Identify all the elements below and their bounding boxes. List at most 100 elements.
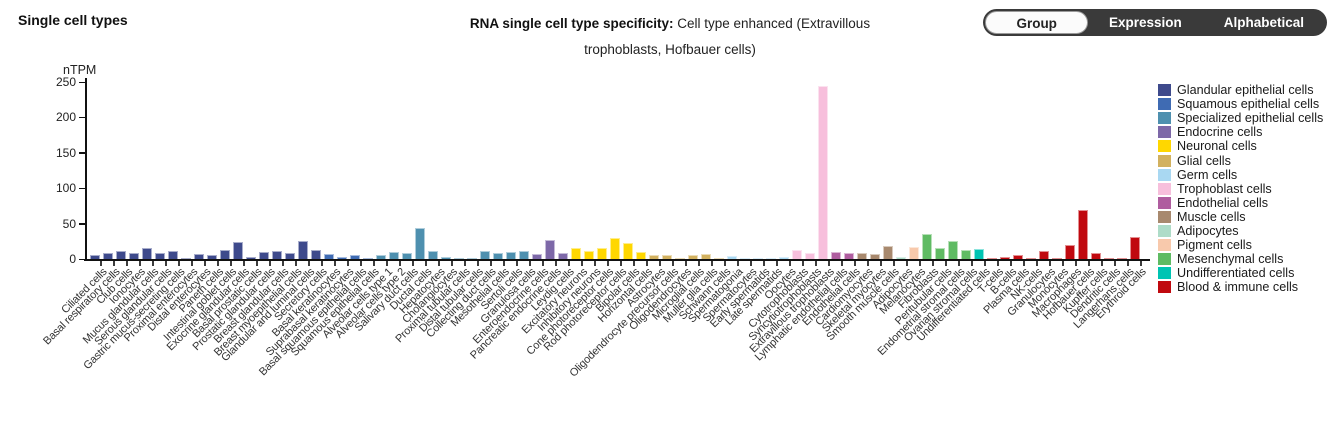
bar-monocytes[interactable]: [1051, 258, 1062, 259]
bar-muller-glia-cells[interactable]: [700, 254, 711, 259]
bar-squamous-epithelial-cells[interactable]: [362, 257, 373, 259]
bar-mucus-glandular-cells[interactable]: [141, 248, 152, 259]
bar-cone-photoreceptor-cells[interactable]: [596, 247, 607, 259]
legend-label: Muscle cells: [1177, 209, 1246, 224]
bar-schwann-cells[interactable]: [713, 257, 724, 259]
bar-plasma-cells[interactable]: [1012, 255, 1023, 259]
bar-cardiomyocytes[interactable]: [856, 253, 867, 259]
bar-alveolar-cells-type-2[interactable]: [388, 251, 399, 259]
bar-syncytiotrophoblasts[interactable]: [804, 253, 815, 259]
bar-enteroendocrine-cells[interactable]: [531, 254, 542, 259]
bar-exocrine-glandular-cells[interactable]: [232, 242, 243, 259]
bar-melanocytes[interactable]: [908, 246, 919, 259]
bar-spermatogonia[interactable]: [726, 256, 737, 259]
bar-spermatocytes[interactable]: [739, 258, 750, 259]
bar-dendritic-cells[interactable]: [1103, 258, 1114, 259]
bar-basal-squamous-epithelial-cells[interactable]: [349, 254, 360, 259]
bar-club-cells[interactable]: [115, 251, 126, 259]
x-tick: [971, 261, 973, 266]
bar-excitatory-neurons[interactable]: [570, 247, 581, 259]
bar-mesothelial-cells[interactable]: [492, 252, 503, 259]
bar-leydig-cells[interactable]: [557, 253, 568, 259]
bar-ciliated-cells[interactable]: [89, 254, 100, 259]
bar-intestinal-goblet-cells[interactable]: [219, 249, 230, 259]
bar-hofbauer-cells[interactable]: [1077, 210, 1088, 259]
x-axis-line: [84, 259, 1150, 261]
bar-extravillous-trophoblasts[interactable]: [817, 86, 828, 259]
bar-nk-cells[interactable]: [1025, 258, 1036, 259]
bar-endometrial-stromal-cells[interactable]: [947, 240, 958, 259]
x-tick: [243, 261, 245, 266]
x-tick: [165, 261, 167, 266]
bar-skeletal-myocytes[interactable]: [869, 254, 880, 259]
bar-oligodendrocytes[interactable]: [674, 258, 685, 259]
bar-gastric-mucus-secreting-cells[interactable]: [167, 251, 178, 259]
bar-collecting-duct-cells[interactable]: [479, 251, 490, 259]
bar-inhibitory-neurons[interactable]: [583, 251, 594, 259]
bar-prostatic-glandular-cells[interactable]: [258, 251, 269, 259]
bar-fibroblasts[interactable]: [921, 234, 932, 259]
toggle-group-button[interactable]: Group: [985, 11, 1088, 34]
bar-salivary-duct-cells[interactable]: [401, 252, 412, 259]
legend-label: Neuronal cells: [1177, 139, 1257, 154]
bar-horizontal-cells[interactable]: [635, 251, 646, 259]
x-tick: [906, 261, 908, 266]
bar-microglial-cells[interactable]: [687, 254, 698, 259]
bar-peritubular-cells[interactable]: [934, 247, 945, 259]
bar-macrophages[interactable]: [1064, 244, 1075, 259]
bar-t-cells[interactable]: [986, 257, 997, 259]
bar-oligodendrocyte-precursor-cells[interactable]: [661, 255, 672, 259]
bar-ductal-cells[interactable]: [414, 227, 425, 259]
bar-cholangiocytes[interactable]: [440, 256, 451, 259]
legend-label: Germ cells: [1177, 167, 1238, 182]
bar-cytotrophoblasts[interactable]: [791, 249, 802, 259]
bar-granulocytes[interactable]: [1038, 250, 1049, 259]
bar-breast-myoepithelial-cells[interactable]: [284, 253, 295, 259]
y-tick: [79, 81, 86, 83]
bar-ionocytes[interactable]: [128, 252, 139, 259]
bar-early-spermatids[interactable]: [752, 258, 763, 259]
bar-distal-tubular-cells[interactable]: [466, 258, 477, 259]
bar-bipolar-cells[interactable]: [622, 243, 633, 259]
bar-granulosa-cells[interactable]: [518, 251, 529, 259]
toggle-alphabetical-button[interactable]: Alphabetical: [1203, 11, 1325, 34]
toggle-expression-button[interactable]: Expression: [1088, 11, 1203, 34]
bar-ovarian-stromal-cells[interactable]: [960, 249, 971, 259]
bar-proximal-tubular-cells[interactable]: [453, 257, 464, 259]
bar-breast-glandular-cells[interactable]: [271, 250, 282, 259]
x-tick: [542, 261, 544, 266]
bar-paneth-cells[interactable]: [206, 254, 217, 259]
bar-endothelial-cells[interactable]: [843, 253, 854, 259]
bar-oocytes[interactable]: [778, 256, 789, 259]
legend-item: Germ cells: [1158, 168, 1323, 182]
chart-title: RNA single cell type specificity: Cell t…: [434, 11, 906, 63]
bar-langerhans-cells[interactable]: [1116, 258, 1127, 259]
bar-erythroid-cells[interactable]: [1129, 237, 1140, 259]
bar-secretory-cells[interactable]: [310, 249, 321, 259]
bar-basal-respiratory-cells[interactable]: [102, 252, 113, 259]
bar-astrocytes[interactable]: [648, 254, 659, 259]
bar-b-cells[interactable]: [999, 256, 1010, 259]
bar-kupffer-cells[interactable]: [1090, 252, 1101, 259]
bar-proximal-enterocytes[interactable]: [180, 257, 191, 259]
bar-basal-keratinocytes[interactable]: [323, 254, 334, 259]
bar-alveolar-cells-type-1[interactable]: [375, 255, 386, 259]
bar-adipocytes[interactable]: [895, 256, 906, 259]
x-tick: [503, 261, 505, 266]
bar-undifferentiated-cells[interactable]: [973, 249, 984, 259]
bar-late-spermatids[interactable]: [765, 257, 776, 259]
bar-pancreatic-endocrine-cells[interactable]: [544, 239, 555, 259]
bar-lymphatic-endothelial-cells[interactable]: [830, 251, 841, 259]
bar-rod-photoreceptor-cells[interactable]: [609, 238, 620, 259]
legend-label: Squamous epithelial cells: [1177, 97, 1320, 112]
bar-distal-enterocytes[interactable]: [193, 254, 204, 259]
legend-swatch-icon: [1158, 239, 1171, 252]
bar-smooth-muscle-cells[interactable]: [882, 245, 893, 259]
bar-basal-prostatic-cells[interactable]: [245, 256, 256, 259]
bar-sertoli-cells[interactable]: [505, 251, 516, 259]
bar-serous-glandular-cells[interactable]: [154, 253, 165, 259]
x-tick: [555, 261, 557, 266]
bar-suprabasal-keratinocytes[interactable]: [336, 256, 347, 259]
bar-glandular-and-luminal-cells[interactable]: [297, 240, 308, 259]
bar-hepatocytes[interactable]: [427, 251, 438, 259]
